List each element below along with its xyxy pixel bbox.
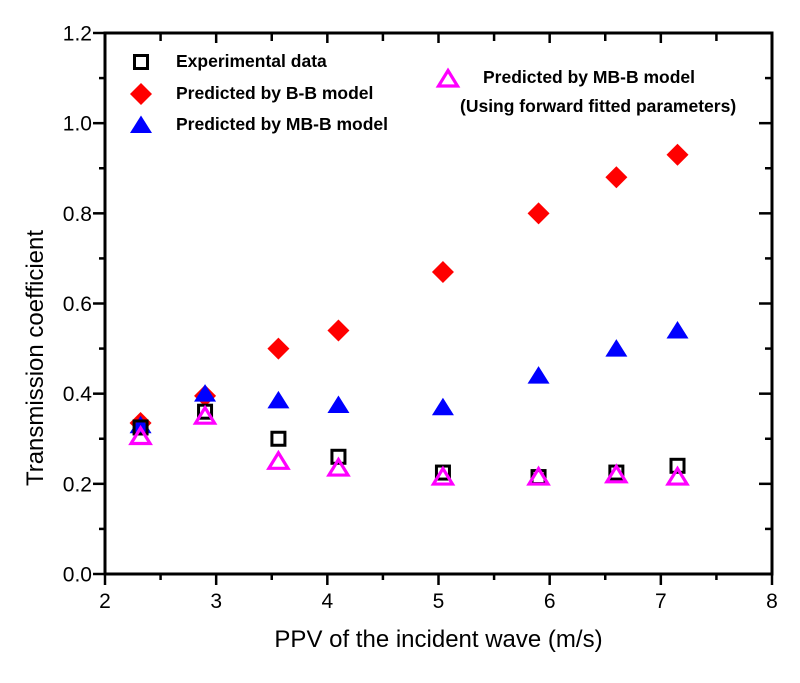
data-point-filled-triangle <box>605 339 628 357</box>
y-tick-label: 0.4 <box>63 383 93 406</box>
x-tick-label: 4 <box>321 590 333 613</box>
legend-label: Predicted by MB-B model <box>176 113 388 134</box>
data-point-open-square <box>330 448 347 465</box>
data-point-filled-triangle <box>130 115 152 133</box>
data-point-filled-diamond <box>431 260 454 283</box>
data-point-open-triangle <box>604 463 629 484</box>
open-square-glyph <box>133 54 149 70</box>
data-point-filled-triangle <box>431 397 454 416</box>
y-axis-title: Transmission coefficient <box>22 229 49 487</box>
data-point-filled-diamond <box>327 319 350 342</box>
y-tick-label: 0.6 <box>63 293 92 316</box>
data-point-filled-diamond <box>605 166 628 189</box>
data-point-open-triangle <box>192 404 218 425</box>
filled-diamond-icon <box>128 81 154 105</box>
open-triangle-icon <box>435 66 461 90</box>
data-point-filled-triangle <box>527 366 550 384</box>
data-point-open-square <box>270 430 287 447</box>
x-tick-label: 2 <box>99 590 111 613</box>
data-point-open-triangle <box>326 456 351 477</box>
x-tick-label: 5 <box>433 590 445 613</box>
y-tick-label: 0.8 <box>63 203 92 226</box>
data-point-open-triangle <box>430 465 456 486</box>
open-triangle-glyph <box>435 67 461 88</box>
legend-label-line2: (Using forward fitted parameters) <box>460 96 737 116</box>
legend-label: Experimental data <box>176 50 327 71</box>
legend-item-mbb-model: Predicted by MB-B model <box>128 111 388 137</box>
x-tick-label: 8 <box>766 590 778 613</box>
filled-triangle-icon <box>128 112 154 136</box>
data-point-open-triangle <box>435 67 461 88</box>
data-point-open-square <box>133 54 149 70</box>
x-axis-title: PPV of the incident wave (m/s) <box>274 626 603 653</box>
data-point-filled-triangle <box>327 395 350 413</box>
filled-triangle-glyph <box>130 115 152 133</box>
filled-diamond-glyph <box>130 83 152 105</box>
y-tick-label: 1.0 <box>63 113 92 136</box>
data-point-filled-diamond <box>267 337 290 360</box>
legend-item-experimental: Experimental data <box>128 48 327 74</box>
legend-label: Predicted by B-B model <box>176 82 374 103</box>
data-point-filled-diamond <box>130 83 152 105</box>
data-point-open-triangle <box>526 465 551 486</box>
data-point-filled-diamond <box>666 143 689 166</box>
x-tick-label: 7 <box>655 590 667 613</box>
data-point-open-triangle <box>128 424 153 446</box>
data-point-filled-triangle <box>267 390 290 409</box>
data-point-filled-diamond <box>527 202 550 225</box>
data-point-open-triangle <box>665 465 690 486</box>
y-tick-label: 0.0 <box>63 564 92 587</box>
data-point-filled-triangle <box>194 384 217 402</box>
data-point-open-triangle <box>266 449 291 470</box>
open-square-icon <box>128 49 154 73</box>
data-point-open-square <box>132 419 149 436</box>
legend-item-bb-model: Predicted by B-B model <box>128 80 373 106</box>
x-tick-label: 6 <box>544 590 556 613</box>
data-point-filled-triangle <box>666 321 689 339</box>
y-tick-label: 1.2 <box>63 23 92 46</box>
y-tick-label: 0.2 <box>63 473 92 496</box>
x-tick-label: 3 <box>210 590 222 613</box>
legend-label-line1: Predicted by MB-B model <box>483 67 695 87</box>
data-point-open-square <box>669 457 686 474</box>
